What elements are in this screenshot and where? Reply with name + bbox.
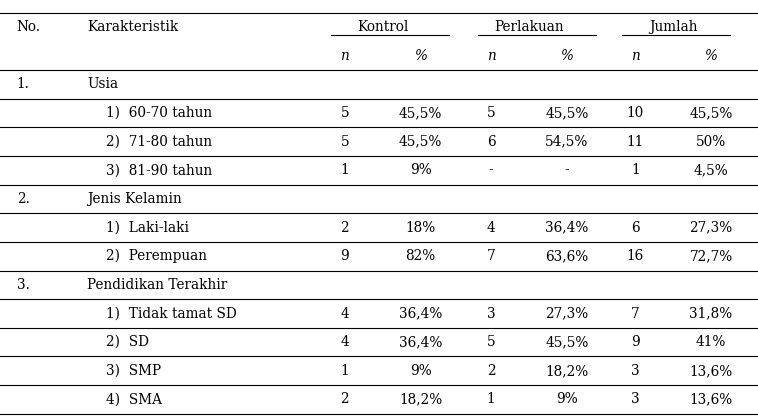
Text: %: % (560, 48, 574, 63)
Text: Perlakuan: Perlakuan (494, 20, 564, 34)
Text: 36,4%: 36,4% (399, 306, 443, 321)
Text: 1: 1 (631, 163, 640, 177)
Text: 2)  71-80 tahun: 2) 71-80 tahun (106, 135, 212, 148)
Text: 9%: 9% (410, 163, 431, 177)
Text: 6: 6 (631, 221, 640, 234)
Text: 27,3%: 27,3% (689, 221, 733, 234)
Text: 2.: 2. (17, 192, 30, 206)
Text: Kontrol: Kontrol (357, 20, 409, 34)
Text: 5: 5 (487, 106, 496, 120)
Text: 5: 5 (340, 106, 349, 120)
Text: 18,2%: 18,2% (399, 393, 443, 406)
Text: 63,6%: 63,6% (545, 249, 589, 263)
Text: 1: 1 (340, 364, 349, 378)
Text: 1)  60-70 tahun: 1) 60-70 tahun (106, 106, 212, 120)
Text: Jumlah: Jumlah (649, 20, 697, 34)
Text: 4,5%: 4,5% (694, 163, 728, 177)
Text: 9: 9 (340, 249, 349, 263)
Text: 1.: 1. (17, 77, 30, 91)
Text: 82%: 82% (406, 249, 436, 263)
Text: Jenis Kelamin: Jenis Kelamin (87, 192, 182, 206)
Text: n: n (631, 48, 640, 63)
Text: 9: 9 (631, 335, 640, 349)
Text: 3: 3 (487, 306, 496, 321)
Text: 3)  81-90 tahun: 3) 81-90 tahun (106, 163, 212, 177)
Text: 45,5%: 45,5% (545, 106, 589, 120)
Text: n: n (487, 48, 496, 63)
Text: 3)  SMP: 3) SMP (106, 364, 161, 378)
Text: -: - (489, 163, 493, 177)
Text: 27,3%: 27,3% (545, 306, 589, 321)
Text: 5: 5 (487, 335, 496, 349)
Text: 9%: 9% (556, 393, 578, 406)
Text: 45,5%: 45,5% (399, 106, 443, 120)
Text: n: n (340, 48, 349, 63)
Text: 4)  SMA: 4) SMA (106, 393, 162, 406)
Text: Usia: Usia (87, 77, 118, 91)
Text: 72,7%: 72,7% (689, 249, 733, 263)
Text: 4: 4 (340, 306, 349, 321)
Text: 3: 3 (631, 393, 640, 406)
Text: %: % (704, 48, 718, 63)
Text: 36,4%: 36,4% (399, 335, 443, 349)
Text: 2)  Perempuan: 2) Perempuan (106, 249, 207, 263)
Text: 18,2%: 18,2% (545, 364, 589, 378)
Text: 9%: 9% (410, 364, 431, 378)
Text: 2: 2 (340, 393, 349, 406)
Text: Pendidikan Terakhir: Pendidikan Terakhir (87, 278, 227, 292)
Text: 45,5%: 45,5% (689, 106, 733, 120)
Text: 6: 6 (487, 135, 496, 148)
Text: No.: No. (17, 20, 41, 34)
Text: 16: 16 (627, 249, 644, 263)
Text: -: - (565, 163, 569, 177)
Text: 4: 4 (487, 221, 496, 234)
Text: 2: 2 (487, 364, 496, 378)
Text: 11: 11 (627, 135, 644, 148)
Text: 13,6%: 13,6% (689, 364, 733, 378)
Text: 54,5%: 54,5% (545, 135, 589, 148)
Text: 7: 7 (631, 306, 640, 321)
Text: 5: 5 (340, 135, 349, 148)
Text: 31,8%: 31,8% (689, 306, 733, 321)
Text: 3: 3 (631, 364, 640, 378)
Text: 2: 2 (340, 221, 349, 234)
Text: 41%: 41% (696, 335, 726, 349)
Text: 13,6%: 13,6% (689, 393, 733, 406)
Text: 2)  SD: 2) SD (106, 335, 149, 349)
Text: 1)  Laki-laki: 1) Laki-laki (106, 221, 189, 234)
Text: 45,5%: 45,5% (399, 135, 443, 148)
Text: 1: 1 (340, 163, 349, 177)
Text: 10: 10 (627, 106, 644, 120)
Text: 3.: 3. (17, 278, 30, 292)
Text: 45,5%: 45,5% (545, 335, 589, 349)
Text: Karakteristik: Karakteristik (87, 20, 178, 34)
Text: 7: 7 (487, 249, 496, 263)
Text: 50%: 50% (696, 135, 726, 148)
Text: 18%: 18% (406, 221, 436, 234)
Text: 36,4%: 36,4% (545, 221, 589, 234)
Text: 1)  Tidak tamat SD: 1) Tidak tamat SD (106, 306, 236, 321)
Text: 4: 4 (340, 335, 349, 349)
Text: %: % (414, 48, 428, 63)
Text: 1: 1 (487, 393, 496, 406)
